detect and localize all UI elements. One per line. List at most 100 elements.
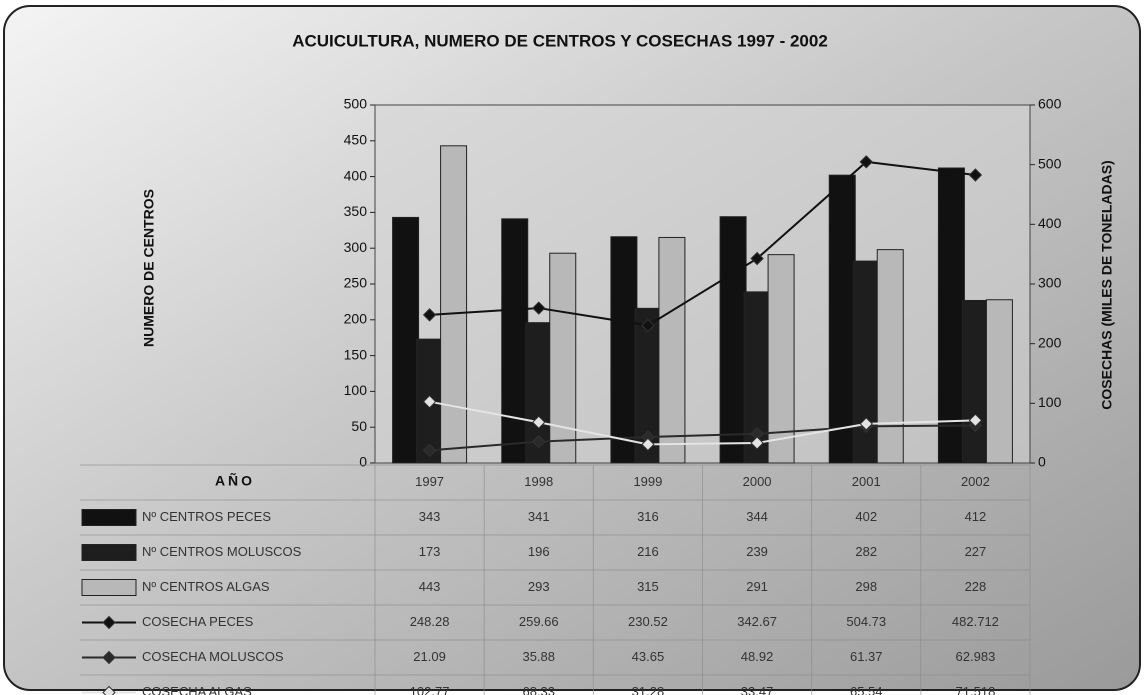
bar bbox=[961, 299, 989, 464]
y-axis-title: NUMERO DE CENTROS bbox=[141, 189, 157, 347]
y-tick-label: 100 bbox=[344, 382, 368, 398]
table-cell: 504.73 bbox=[846, 614, 886, 629]
y-tick-label: 50 bbox=[351, 418, 367, 434]
x-tick-label tbl: 2000 bbox=[743, 474, 772, 489]
table-cell: 228 bbox=[965, 579, 987, 594]
x-tick-label tbl: 2002 bbox=[961, 474, 990, 489]
table-cell: 482.712 bbox=[952, 614, 999, 629]
table-cell: 227 bbox=[965, 544, 987, 559]
table-cell: 291 bbox=[746, 579, 768, 594]
x-tick-label tbl: 1999 bbox=[633, 474, 662, 489]
table-cell: 65.54 bbox=[850, 684, 883, 695]
y-tick-label: 200 bbox=[344, 311, 368, 327]
line bbox=[429, 424, 976, 452]
legend-swatch bbox=[81, 579, 137, 596]
x-tick-label tbl: 1997 bbox=[415, 474, 444, 489]
legend-swatch bbox=[81, 509, 137, 526]
table-cell: 61.37 bbox=[850, 649, 883, 664]
table-cell: 43.65 bbox=[632, 649, 665, 664]
table-cell: 216 bbox=[637, 544, 659, 559]
y2-axis-title: COSECHAS (MILES DE TONELADAS) bbox=[1099, 160, 1115, 409]
bar bbox=[440, 145, 468, 464]
line bbox=[429, 160, 976, 327]
table-cell: 230.52 bbox=[628, 614, 668, 629]
point bbox=[641, 318, 655, 333]
legend-label: Nº CENTROS ALGAS bbox=[142, 579, 270, 594]
table-cell: 102.77 bbox=[410, 684, 450, 695]
table-cell: 21.09 bbox=[413, 649, 446, 664]
table-cell: 259.66 bbox=[519, 614, 559, 629]
table-cell: 239 bbox=[746, 544, 768, 559]
bar bbox=[937, 167, 965, 464]
bar bbox=[658, 236, 686, 464]
y-tick-label: 300 bbox=[344, 239, 368, 255]
table-cell: 298 bbox=[855, 579, 877, 594]
point bbox=[859, 155, 873, 169]
bar bbox=[767, 254, 795, 464]
table-cell: 282 bbox=[855, 544, 877, 559]
legend-label: COSECHA PECES bbox=[142, 614, 254, 629]
legend-swatch bbox=[81, 544, 137, 561]
point bbox=[859, 417, 873, 431]
point bbox=[532, 434, 546, 449]
plot-area bbox=[374, 104, 1031, 464]
point bbox=[750, 251, 764, 266]
y2-tick-label: 500 bbox=[1038, 155, 1062, 171]
table-cell: 62.983 bbox=[956, 649, 996, 664]
point bbox=[532, 301, 546, 315]
table-cell: 341 bbox=[528, 509, 550, 524]
table-cell: 293 bbox=[528, 579, 550, 594]
point bbox=[422, 308, 437, 322]
bar bbox=[392, 216, 420, 464]
y2-tick-label: 400 bbox=[1038, 215, 1062, 231]
table-cell: 31.28 bbox=[632, 684, 665, 695]
table-cell: 315 bbox=[637, 579, 659, 594]
bar bbox=[719, 216, 747, 464]
legend-marker bbox=[102, 685, 116, 695]
bar bbox=[610, 236, 638, 464]
table-cell: 33.47 bbox=[741, 684, 774, 695]
legend-marker bbox=[102, 615, 116, 630]
bar bbox=[828, 174, 856, 464]
table-header: AÑO bbox=[215, 472, 255, 489]
y2-tick-label: 200 bbox=[1038, 334, 1062, 350]
bar bbox=[549, 252, 577, 464]
y-tick-label: 450 bbox=[344, 132, 368, 148]
bar bbox=[876, 249, 904, 464]
table-cell: 71.518 bbox=[956, 684, 996, 695]
legend-label: COSECHA ALGAS bbox=[142, 684, 252, 695]
table-cell: 402 bbox=[855, 509, 877, 524]
y2-tick-label: 600 bbox=[1038, 96, 1062, 112]
table-cell: 344 bbox=[746, 509, 768, 524]
table-cell: 342.67 bbox=[737, 614, 777, 629]
legend-marker bbox=[102, 650, 116, 665]
y2-tick-label: 0 bbox=[1038, 454, 1046, 470]
table-cell: 35.88 bbox=[522, 649, 555, 664]
table-cell: 343 bbox=[419, 509, 441, 524]
point bbox=[422, 394, 437, 409]
table-cell: 316 bbox=[637, 509, 659, 524]
y2-tick-label: 100 bbox=[1038, 394, 1062, 410]
table-cell: 196 bbox=[528, 544, 550, 559]
table-cell: 68.33 bbox=[522, 684, 555, 695]
table-cell: 48.92 bbox=[741, 649, 774, 664]
legend-label: Nº CENTROS MOLUSCOS bbox=[142, 544, 302, 559]
y-tick-label: 350 bbox=[344, 203, 368, 219]
point bbox=[641, 437, 655, 452]
bar bbox=[501, 218, 529, 464]
y2-tick-label: 300 bbox=[1038, 275, 1062, 291]
point bbox=[422, 443, 437, 458]
chart-title: ACUICULTURA, NUMERO DE CENTROS Y COSECHA… bbox=[292, 31, 828, 50]
line bbox=[429, 400, 976, 446]
y-tick-label: 400 bbox=[344, 167, 368, 183]
x-tick-label tbl: 1998 bbox=[524, 474, 553, 489]
bar bbox=[985, 299, 1013, 464]
table-cell: 412 bbox=[965, 509, 987, 524]
legend-label: COSECHA MOLUSCOS bbox=[142, 649, 284, 664]
y-tick-label: 250 bbox=[344, 275, 368, 291]
legend-label: Nº CENTROS PECES bbox=[142, 509, 271, 524]
table-cell: 443 bbox=[419, 579, 441, 594]
x-tick-label tbl: 2001 bbox=[852, 474, 881, 489]
point bbox=[532, 415, 546, 429]
